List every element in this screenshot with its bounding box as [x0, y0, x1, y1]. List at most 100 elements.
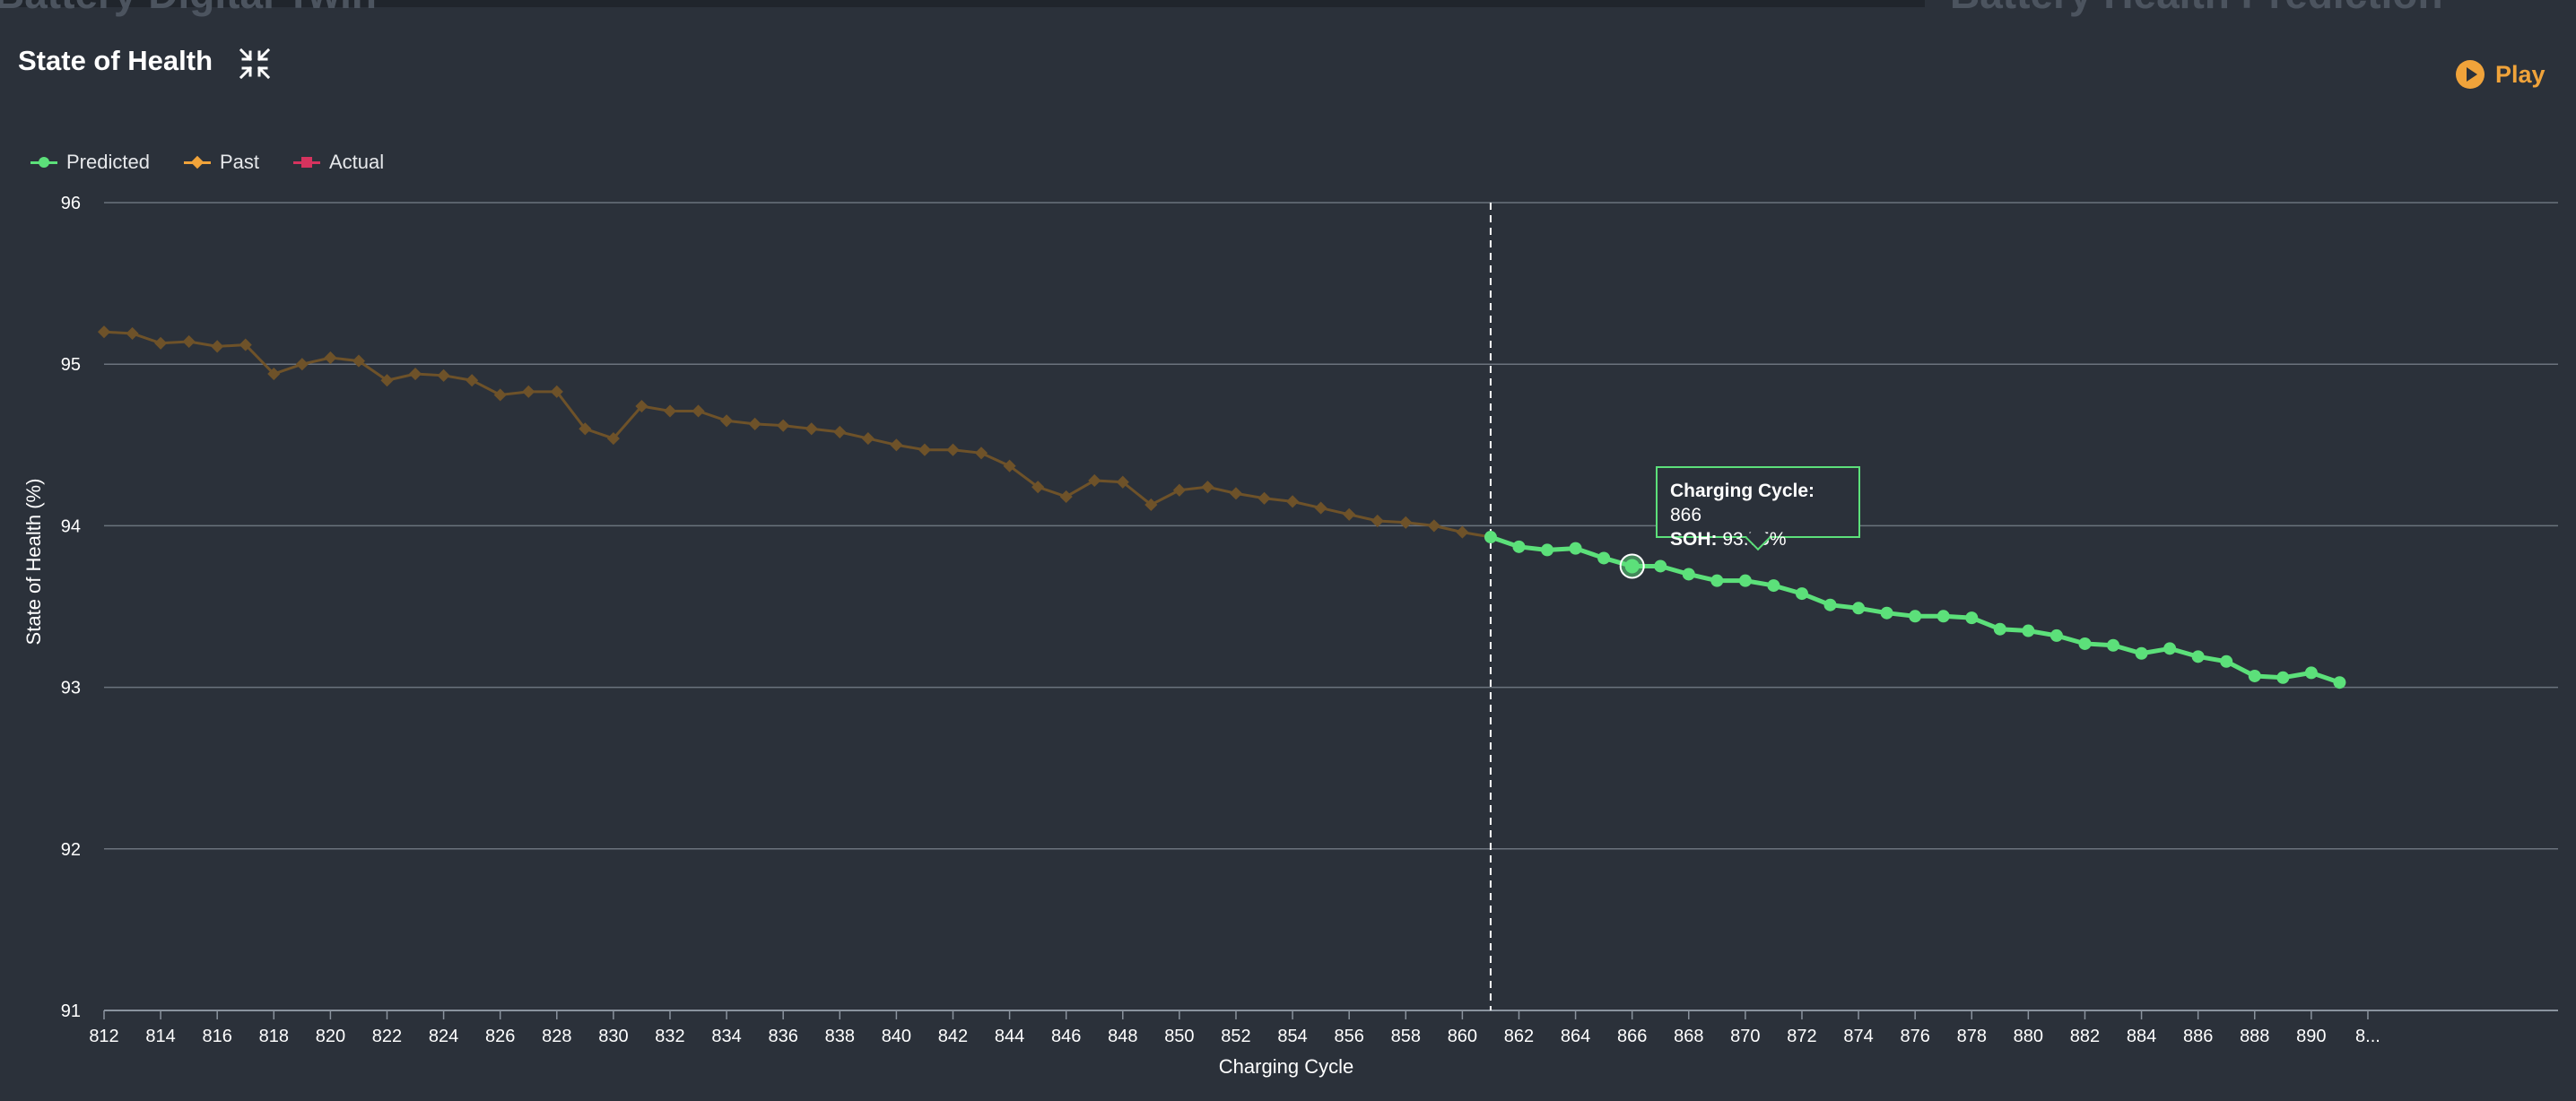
- past-point: [579, 422, 592, 436]
- predicted-point: [1654, 559, 1667, 573]
- legend-label-past: Past: [219, 151, 259, 173]
- x-tick-label: 814: [145, 1027, 175, 1046]
- x-tick-label: 842: [938, 1027, 968, 1046]
- past-point: [408, 367, 422, 381]
- x-tick-label: 836: [769, 1027, 798, 1046]
- x-tick-label: 884: [2127, 1027, 2156, 1046]
- predicted-point: [2135, 646, 2148, 660]
- x-tick-label: 882: [2070, 1027, 2100, 1046]
- legend-label-predicted: Predicted: [66, 151, 150, 173]
- predicted-point: [2248, 669, 2261, 682]
- x-axis-title: Charging Cycle: [1219, 1055, 1353, 1078]
- past-point: [267, 367, 281, 381]
- past-point: [918, 443, 932, 456]
- x-tick-label: 872: [1787, 1027, 1816, 1046]
- past-point: [522, 385, 535, 398]
- legend-label-actual: Actual: [328, 151, 385, 173]
- predicted-point: [1965, 611, 1979, 625]
- background-panel-title-right: Battery Health Prediction: [1950, 0, 2443, 18]
- past-point: [550, 385, 563, 398]
- past-point: [748, 417, 761, 430]
- x-tick-label: 818: [259, 1027, 289, 1046]
- past-point: [437, 368, 450, 382]
- x-tick-label: 838: [825, 1027, 855, 1046]
- legend-marker-predicted: [30, 155, 57, 169]
- y-tick-label: 91: [61, 1001, 81, 1021]
- past-point: [974, 446, 988, 460]
- past-point: [154, 336, 168, 350]
- background-panel-right: Battery Health Prediction: [1925, 0, 2576, 17]
- tooltip-cycle-label: Charging Cycle:: [1670, 481, 1815, 501]
- x-tick-label: 812: [89, 1027, 118, 1046]
- past-point: [1116, 475, 1129, 489]
- predicted-point: [1738, 574, 1752, 587]
- past-point: [635, 399, 648, 413]
- x-tick-label: 822: [372, 1027, 402, 1046]
- past-point: [777, 419, 790, 432]
- y-tick-label: 94: [61, 516, 81, 536]
- x-tick-label: 864: [1561, 1027, 1590, 1046]
- past-point: [380, 374, 394, 387]
- y-tick-label: 92: [61, 840, 81, 860]
- past-point: [946, 443, 960, 456]
- x-tick-label: 874: [1843, 1027, 1873, 1046]
- predicted-point: [2333, 676, 2346, 689]
- legend-item-past[interactable]: Past: [183, 151, 259, 174]
- series-line-past: [103, 330, 1492, 539]
- x-tick-label: 854: [1277, 1027, 1307, 1046]
- x-tick-label: 816: [203, 1027, 232, 1046]
- past-point: [833, 425, 847, 438]
- past-point: [126, 326, 139, 341]
- predicted-point: [1597, 551, 1611, 565]
- x-tick-label: 846: [1051, 1027, 1081, 1046]
- past-point: [1399, 516, 1413, 529]
- predicted-point: [1909, 610, 1922, 623]
- play-button[interactable]: Play: [2456, 57, 2546, 91]
- predicted-point: [1710, 574, 1724, 587]
- past-point: [692, 404, 705, 418]
- predicted-point: [2049, 629, 2063, 642]
- collapse-arrows-icon[interactable]: [238, 47, 272, 81]
- past-point: [606, 432, 620, 446]
- legend-item-actual[interactable]: Actual: [292, 151, 385, 174]
- tooltip-soh-value: 93.75%: [1722, 529, 1787, 550]
- x-tick-label: 828: [542, 1027, 571, 1046]
- past-point: [1088, 473, 1101, 488]
- x-tick-label: 852: [1221, 1027, 1250, 1046]
- past-point: [1201, 481, 1214, 494]
- predicted-point: [2078, 637, 2092, 650]
- x-tick-label: 826: [485, 1027, 515, 1046]
- predicted-point: [1993, 622, 2006, 636]
- predicted-point: [1936, 610, 1950, 623]
- predicted-point: [2107, 638, 2120, 652]
- past-point: [466, 374, 479, 387]
- predicted-point: [1512, 540, 1526, 553]
- x-tick-label: 876: [1900, 1027, 1929, 1046]
- x-tick-label: 8...: [2355, 1027, 2380, 1046]
- x-tick-label: 856: [1334, 1027, 1363, 1046]
- chart-tooltip: Charging Cycle: 866 SOH: 93.75%: [1656, 466, 1860, 550]
- series-line-predicted: [1490, 534, 2341, 685]
- highlighted-point-core: [1624, 559, 1640, 574]
- predicted-point: [1569, 542, 1582, 555]
- predicted-point: [2163, 642, 2177, 655]
- y-tick-label: 96: [61, 194, 81, 213]
- predicted-point: [1541, 543, 1554, 557]
- y-axis-title: State of Health (%): [22, 479, 45, 646]
- past-point: [1003, 459, 1016, 472]
- legend-item-predicted[interactable]: Predicted: [30, 151, 150, 174]
- past-point: [211, 340, 224, 353]
- past-point: [1456, 525, 1469, 539]
- predicted-point: [2304, 666, 2318, 680]
- x-tick-label: 862: [1504, 1027, 1534, 1046]
- x-tick-label: 820: [316, 1027, 345, 1046]
- past-point: [663, 404, 677, 418]
- x-tick-label: 868: [1674, 1027, 1703, 1046]
- x-tick-label: 878: [1957, 1027, 1987, 1046]
- x-tick-label: 886: [2183, 1027, 2213, 1046]
- past-point: [1258, 491, 1271, 505]
- past-point: [1144, 498, 1158, 512]
- predicted-point: [1682, 568, 1695, 581]
- past-point: [1427, 519, 1440, 533]
